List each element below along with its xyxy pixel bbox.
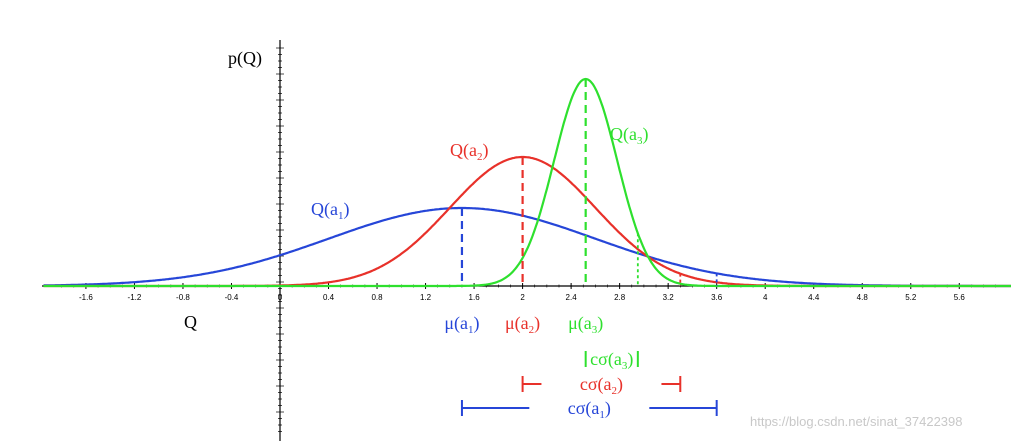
- x-tick-label: 2.4: [566, 293, 578, 302]
- x-ticks: -1.6 -1.2 -0.8 -0.4 0 0.4 0.8 1.2 1.6 2 2.4 2.8 3.2 3…: [61, 283, 996, 302]
- x-tick-label: 2: [520, 293, 525, 302]
- mu-label-3: μ(a3): [568, 313, 603, 336]
- x-tick-label: 4.8: [857, 293, 869, 302]
- x-tick-label: 0.8: [371, 293, 383, 302]
- series-line-2: [43, 155, 1011, 288]
- csigma-label-3: cσ(a3): [590, 349, 633, 372]
- curves: [43, 77, 1011, 288]
- x-tick-label: 5.2: [905, 293, 917, 302]
- series-line-3: [43, 77, 1011, 288]
- x-tick-label: 4.4: [808, 293, 820, 302]
- series-label-2: Q(a2): [450, 140, 488, 163]
- markers: [460, 79, 718, 286]
- x-tick-label: -1.6: [79, 293, 93, 302]
- series-label-1: Q(a1): [311, 199, 349, 222]
- y-axis-label: p(Q): [228, 48, 262, 69]
- x-tick-label: 0: [278, 293, 283, 302]
- x-axis-label: Q: [184, 312, 197, 332]
- x-tick-label: 3.6: [711, 293, 723, 302]
- series-label-3: Q(a3): [610, 124, 648, 147]
- labels: Q(a1)Q(a2)Q(a3)μ(a1) μ(a2) μ(a3)cσ(a1)cσ(a…: [311, 124, 718, 421]
- csigma-label-2: cσ(a2): [580, 374, 623, 397]
- watermark: https://blog.csdn.net/sinat_37422398: [750, 414, 963, 429]
- x-tick-label: 1.6: [469, 293, 481, 302]
- x-tick-label: 0.4: [323, 293, 335, 302]
- x-tick-label: -0.8: [176, 293, 190, 302]
- mu-label-2: μ(a2): [505, 313, 540, 336]
- x-tick-label: 2.8: [614, 293, 626, 302]
- x-tick-label: 4: [763, 293, 768, 302]
- csigma-label-1: cσ(a1): [568, 398, 611, 421]
- x-tick-label: 3.2: [663, 293, 675, 302]
- x-tick-label: 5.6: [954, 293, 966, 302]
- mu-label-1: μ(a1): [444, 313, 479, 336]
- x-tick-label: -1.2: [128, 293, 142, 302]
- x-tick-label: 1.2: [420, 293, 432, 302]
- x-tick-label: -0.4: [225, 293, 239, 302]
